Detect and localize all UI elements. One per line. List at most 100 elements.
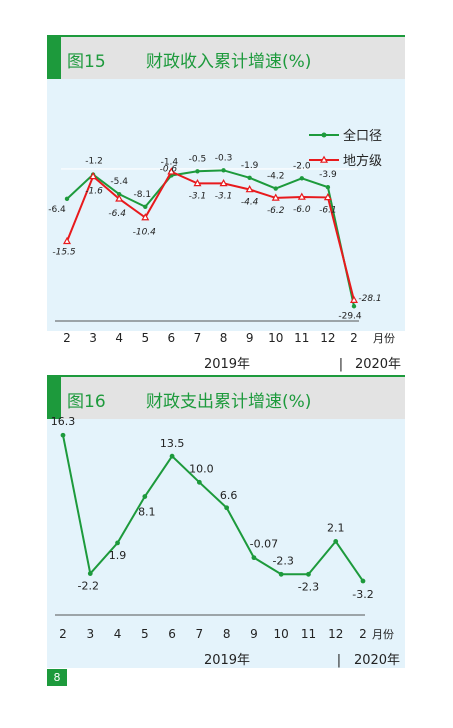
header-accent-bar	[47, 375, 61, 419]
data-label: -3.2	[352, 588, 373, 601]
x-tick-label: 6	[168, 331, 176, 345]
x-axis-unit: 月份	[372, 628, 394, 641]
data-point-marker	[87, 571, 93, 576]
x-tick-label: 3	[89, 331, 97, 345]
expenditure-growth-chart: 2 3 4 5 6 7 8 9 10 11 12 2 月份 2019年 | 2020年 16.3 -2.2 1.9 8…	[51, 415, 400, 668]
page-number: 8	[47, 669, 67, 686]
year-separator: |	[337, 653, 341, 668]
data-label: -2.2	[78, 580, 99, 593]
x-tick-label: 11	[301, 627, 316, 641]
data-label: -2.0	[293, 161, 311, 171]
data-label: -4.4	[241, 197, 259, 207]
data-label: -3.1	[189, 191, 207, 201]
legend-entry: 地方级	[343, 153, 382, 169]
x-tick-label: 7	[196, 627, 204, 641]
year-label-2020: 2020年	[355, 357, 401, 372]
x-tick-label: 2	[63, 331, 71, 345]
data-point-marker	[193, 178, 202, 187]
data-label: -0.6	[160, 165, 178, 175]
x-tick-label: 9	[246, 331, 254, 345]
data-label: 10.0	[189, 462, 214, 475]
chart-plot-area: 2 3 4 5 6 7 8 9 10 11 12 2 月份 2019年 | 2020年 16.3 -2.2 1.9 8…	[47, 415, 405, 668]
data-label: -3.1	[215, 191, 233, 201]
data-point-marker	[195, 169, 200, 174]
data-point-marker	[167, 167, 176, 175]
data-point-marker	[325, 184, 331, 190]
x-tick-label: 5	[141, 627, 149, 641]
data-label: -29.4	[338, 311, 362, 321]
data-label: -15.5	[52, 247, 76, 257]
data-point-marker	[62, 236, 72, 245]
data-point-marker	[349, 295, 359, 303]
series-line-1	[66, 170, 355, 301]
data-label: -3.9	[319, 170, 337, 180]
year-label-2019: 2019年	[204, 357, 250, 372]
series-line-0	[62, 435, 364, 582]
data-point-marker	[116, 191, 122, 197]
year-separator: |	[339, 357, 343, 372]
figure-label: 图16	[67, 392, 106, 412]
chart-header: 图16 财政支出累计增速(%)	[47, 375, 405, 419]
x-tick-label: 6	[168, 627, 176, 641]
data-point-marker	[306, 571, 311, 577]
data-point-marker	[196, 479, 202, 485]
data-point-marker	[323, 192, 332, 201]
data-point-marker	[115, 194, 124, 202]
x-tick-label: 12	[328, 627, 343, 641]
data-point-marker	[299, 176, 305, 181]
chart-title: 财政收入累计增速(%)	[146, 52, 312, 72]
data-label: -2.3	[298, 580, 319, 593]
data-label: -2.3	[272, 554, 293, 567]
x-tick-label: 8	[223, 627, 231, 641]
x-tick-label: 4	[114, 627, 122, 641]
x-tick-label: 12	[320, 331, 335, 345]
x-tick-label: 9	[250, 627, 258, 641]
data-point-marker	[143, 204, 148, 209]
data-label: -0.5	[189, 154, 207, 164]
x-tick-label: 2	[350, 331, 358, 345]
data-point-marker	[219, 178, 228, 187]
x-tick-label: 7	[194, 331, 202, 345]
data-label: -6.0	[293, 205, 311, 215]
chart-header: 图15 财政收入累计增速(%)	[47, 35, 405, 79]
x-tick-label: 5	[141, 331, 149, 345]
x-tick-label: 10	[268, 331, 283, 345]
data-point-marker	[141, 213, 150, 221]
legend-entry: 全口径	[343, 128, 382, 144]
x-axis-unit: 月份	[373, 332, 395, 345]
data-label: -1.6	[85, 186, 103, 196]
legend-swatch-marker	[321, 132, 327, 138]
data-label: -6.4	[108, 209, 126, 219]
header-accent-bar	[47, 35, 61, 79]
data-point-marker	[271, 193, 280, 201]
data-label: 1.9	[109, 549, 127, 562]
data-label: -4.2	[267, 172, 285, 182]
x-tick-label: 2	[59, 627, 67, 641]
chart-panel-expenditure: 图16 财政支出累计增速(%) 2 3 4 5 6 7 8 9 10 11 12 2 月份 2019年 | 2…	[47, 375, 405, 668]
data-point-marker	[60, 432, 66, 438]
data-point-marker	[247, 175, 252, 181]
data-point-marker	[115, 540, 120, 546]
x-tick-label: 4	[115, 331, 123, 345]
data-label: -0.07	[250, 538, 278, 551]
data-point-marker	[278, 571, 284, 577]
data-label: 6.6	[220, 489, 238, 502]
year-label-2019: 2019年	[204, 653, 250, 668]
figure-label: 图15	[67, 52, 106, 72]
data-label: -8.1	[133, 190, 151, 200]
x-tick-label: 10	[274, 627, 289, 641]
data-label: -28.1	[358, 294, 381, 304]
data-label: -0.3	[215, 153, 233, 163]
x-tick-label: 3	[86, 627, 94, 641]
year-label-2020: 2020年	[354, 653, 400, 668]
data-point-marker	[273, 186, 278, 191]
data-label: -1.4	[161, 157, 179, 167]
data-point-marker	[251, 555, 257, 561]
data-label: 8.1	[138, 506, 156, 519]
legend-swatch-marker	[319, 155, 329, 163]
data-label: -10.4	[133, 228, 157, 238]
chart-title: 财政支出累计增速(%)	[146, 392, 312, 412]
data-point-marker	[360, 578, 366, 584]
data-point-marker	[221, 168, 226, 173]
chart-panel-revenue: 图15 财政收入累计增速(%) 2 3 4 5 6 7 8 9 10 11 12 2 月份 2019年 | 2…	[47, 35, 405, 372]
